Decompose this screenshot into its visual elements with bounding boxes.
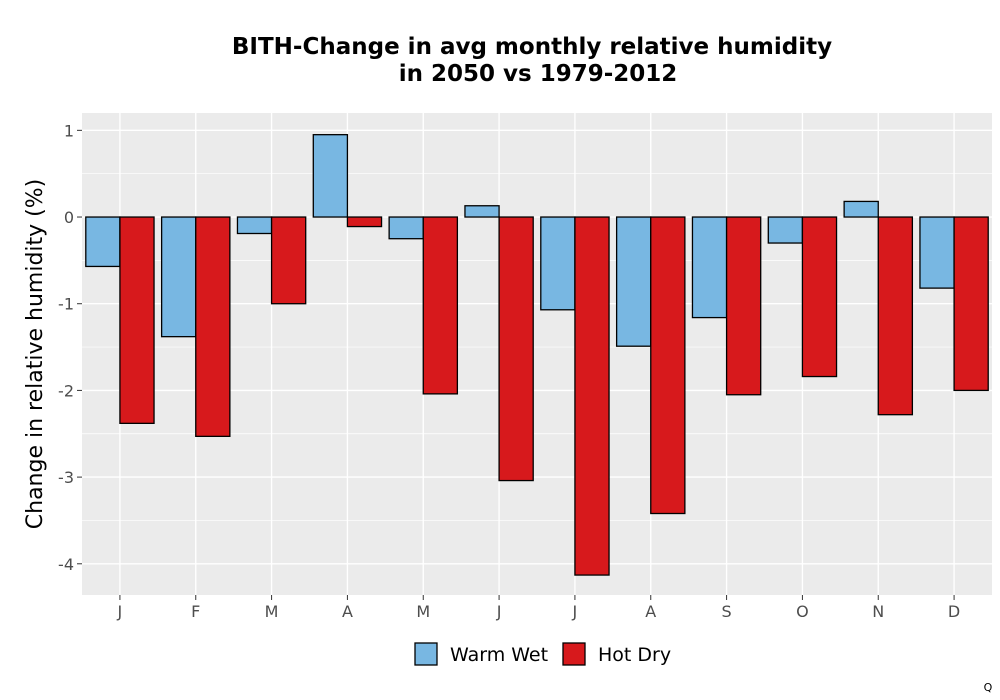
bar-hot-dry (119, 216, 155, 425)
bar-hot-dry (195, 216, 231, 438)
y-tick-label: -1 (58, 295, 74, 314)
bar-warm-wet (843, 200, 879, 218)
chart-title-line-1: BITH-Change in avg monthly relative humi… (232, 34, 832, 60)
bar-warm-wet (691, 216, 728, 319)
bar-warm-wet (236, 216, 273, 235)
bar-warm-wet (615, 216, 652, 347)
bar-hot-dry (574, 216, 610, 576)
bar-warm-wet (160, 216, 197, 338)
bar-hot-dry (953, 216, 989, 392)
bars (85, 134, 989, 576)
x-tick-label: A (342, 602, 353, 621)
x-tick-label: J (117, 602, 123, 621)
bar-hot-dry (498, 216, 534, 482)
y-tick-label: -4 (58, 555, 74, 574)
x-tick-label: D (948, 602, 960, 621)
bar-warm-wet (85, 216, 121, 268)
x-tick-label: O (796, 602, 809, 621)
plot-panel (82, 113, 992, 595)
bar-hot-dry (270, 216, 307, 305)
x-tick-label: F (191, 602, 200, 621)
legend-label: Warm Wet (450, 644, 548, 666)
minor-gridlines (82, 173, 992, 521)
bar-warm-wet (767, 216, 804, 244)
legend-key-hot-dry (562, 642, 586, 666)
corner-mark: Q (984, 681, 993, 694)
x-tick-label: M (416, 602, 430, 621)
bar-hot-dry (877, 216, 914, 416)
y-tick-label: -2 (58, 381, 74, 400)
y-axis-title: Change in relative humidity (%) (23, 179, 48, 529)
bar-warm-wet (464, 205, 500, 218)
bar-warm-wet (388, 216, 424, 240)
bar-warm-wet (919, 216, 955, 289)
legend-label: Hot Dry (598, 644, 671, 666)
x-tick-label: S (722, 602, 732, 621)
bar-warm-wet (312, 134, 349, 218)
bar-hot-dry (650, 216, 686, 515)
y-axis: 1 0 -1 -2 -3 -4 (58, 121, 82, 574)
bar-warm-wet (540, 216, 576, 311)
legend: Warm Wet Hot Dry (414, 642, 671, 666)
x-tick-label: J (496, 602, 502, 621)
bar-hot-dry (801, 216, 838, 378)
legend-key-warm-wet (414, 642, 438, 666)
bar-hot-dry (725, 216, 762, 396)
chart-title-line-2: in 2050 vs 1979-2012 (399, 61, 678, 87)
y-tick-label: 0 (64, 208, 74, 227)
x-tick-label: A (645, 602, 656, 621)
x-tick-label: J (572, 602, 578, 621)
x-tick-label: N (872, 602, 884, 621)
x-tick-label: M (265, 602, 279, 621)
y-tick-label: -3 (58, 468, 74, 487)
bar-hot-dry (422, 216, 459, 395)
y-tick-label: 1 (64, 121, 74, 140)
bar-hot-dry (346, 216, 383, 228)
